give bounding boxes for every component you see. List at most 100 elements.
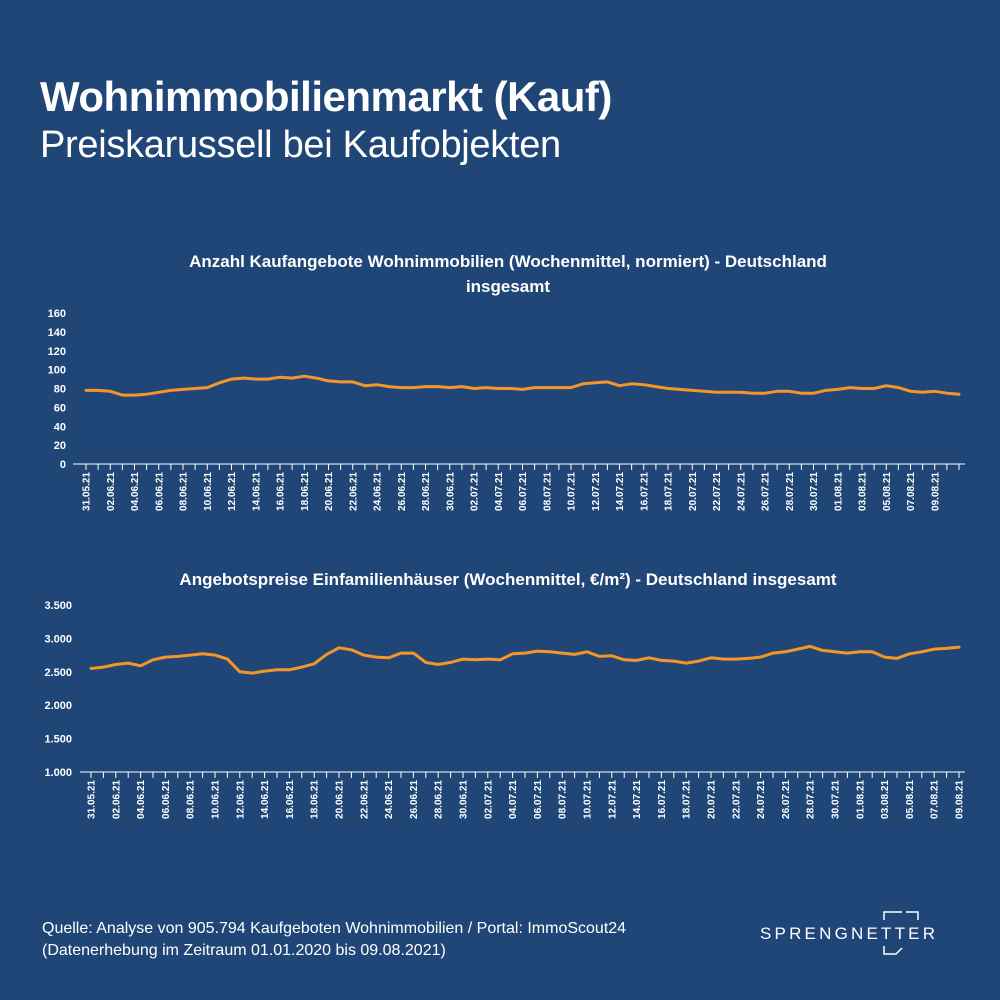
x-tick-label: 26.07.21 <box>761 472 772 511</box>
y-tick-label: 3.500 <box>44 600 72 612</box>
x-tick-label: 24.07.21 <box>736 472 747 511</box>
chart-1-offers: 0 20 40 60 80 100 120 140 160 31.05.21 02.06.21 04.… <box>48 308 965 511</box>
chart-1-title-line2: insgesamt <box>465 277 551 296</box>
x-tick-label: 18.06.21 <box>300 472 311 511</box>
x-tick-label: 20.07.21 <box>707 780 718 819</box>
x-tick-label: 12.06.21 <box>235 780 246 819</box>
x-tick-label: 14.07.21 <box>615 472 626 511</box>
x-tick-label: 10.06.21 <box>211 780 222 819</box>
x-tick-label: 30.07.21 <box>831 780 842 819</box>
x-tick-label: 26.07.21 <box>781 780 792 819</box>
series-line <box>89 644 961 675</box>
x-tick-label: 31.05.21 <box>82 472 93 511</box>
x-tick-label: 26.06.21 <box>397 472 408 511</box>
logo-text: SPRENGNETTER <box>760 924 939 943</box>
x-tick-label: 06.07.21 <box>518 472 529 511</box>
x-tick-label: 18.07.21 <box>682 780 693 819</box>
x-tick-label: 04.06.21 <box>130 472 141 511</box>
y-tick-label: 3.000 <box>44 633 72 645</box>
y-tick-label: 60 <box>54 402 66 414</box>
chart-2-prices: 1.000 1.500 2.000 2.500 3.000 3.500 31.05.21 02… <box>44 600 966 819</box>
chart-1-title-line1: Anzahl Kaufangebote Wohnimmobilien (Woch… <box>189 252 827 271</box>
x-tick-label: 20.06.21 <box>324 472 335 511</box>
x-tick-label: 04.06.21 <box>136 780 147 819</box>
x-tick-label: 24.06.21 <box>373 472 384 511</box>
y-tick-label: 20 <box>54 440 66 452</box>
y-tick-label: 140 <box>48 327 66 339</box>
x-tick-label: 04.07.21 <box>508 780 519 819</box>
x-tick-label: 14.06.21 <box>251 472 262 511</box>
x-tick-label: 02.07.21 <box>470 472 481 511</box>
x-tick-label: 08.06.21 <box>179 472 190 511</box>
y-tick-label: 1.000 <box>44 767 72 779</box>
x-tick-label: 18.07.21 <box>664 472 675 511</box>
x-tick-label: 28.07.21 <box>785 472 796 511</box>
x-tick-label: 28.06.21 <box>421 472 432 511</box>
x-tick-label: 06.07.21 <box>533 780 544 819</box>
x-tick-label: 08.06.21 <box>186 780 197 819</box>
y-tick-label: 0 <box>60 459 66 471</box>
x-tick-label: 22.06.21 <box>348 472 359 511</box>
x-tick-label: 18.06.21 <box>310 780 321 819</box>
y-tick-label: 1.500 <box>44 734 72 746</box>
y-tick-label: 2.500 <box>44 667 72 679</box>
source-line-1: Quelle: Analyse von 905.794 Kaufgeboten … <box>42 920 627 937</box>
x-tick-label: 03.08.21 <box>858 472 869 511</box>
x-tick-label: 10.07.21 <box>583 780 594 819</box>
x-tick-label: 07.08.21 <box>906 472 917 511</box>
x-tick-label: 12.07.21 <box>591 472 602 511</box>
x-tick-label: 04.07.21 <box>494 472 505 511</box>
x-tick-label: 06.06.21 <box>154 472 165 511</box>
chart-2-title: Angebotspreise Einfamilienhäuser (Wochen… <box>179 570 837 589</box>
series-line <box>84 374 961 397</box>
x-tick-label: 22.07.21 <box>712 472 723 511</box>
x-tick-label: 08.07.21 <box>542 472 553 511</box>
y-tick-label: 160 <box>48 308 66 320</box>
page-subtitle: Preiskarussell bei Kaufobjekten <box>40 124 561 166</box>
x-tick-label: 02.06.21 <box>111 780 122 819</box>
x-tick-label: 12.06.21 <box>227 472 238 511</box>
x-tick-label: 31.05.21 <box>87 780 98 819</box>
x-tick-label: 14.07.21 <box>632 780 643 819</box>
x-tick-label: 08.07.21 <box>558 780 569 819</box>
x-tick-label: 07.08.21 <box>930 780 941 819</box>
x-tick-label: 22.06.21 <box>359 780 370 819</box>
y-tick-label: 2.000 <box>44 700 72 712</box>
x-tick-label: 01.08.21 <box>855 780 866 819</box>
x-tick-label: 10.06.21 <box>203 472 214 511</box>
x-tick-label: 24.07.21 <box>756 780 767 819</box>
x-tick-label: 16.06.21 <box>276 472 287 511</box>
x-tick-label: 16.07.21 <box>639 472 650 511</box>
chart-1-title: Anzahl Kaufangebote Wohnimmobilien (Woch… <box>0 249 1000 299</box>
x-tick-label: 05.08.21 <box>905 780 916 819</box>
x-tick-label: 14.06.21 <box>260 780 271 819</box>
x-tick-label: 09.08.21 <box>955 780 966 819</box>
y-tick-label: 120 <box>48 346 66 358</box>
x-tick-label: 09.08.21 <box>930 472 941 511</box>
x-tick-label: 02.07.21 <box>483 780 494 819</box>
y-tick-label: 80 <box>54 384 66 396</box>
x-tick-label: 24.06.21 <box>384 780 395 819</box>
x-tick-label: 12.07.21 <box>607 780 618 819</box>
x-tick-label: 16.07.21 <box>657 780 668 819</box>
sprengnetter-logo: SPRENGNETTER <box>760 908 950 958</box>
x-tick-label: 28.06.21 <box>434 780 445 819</box>
x-tick-label: 02.06.21 <box>106 472 117 511</box>
y-tick-label: 100 <box>48 365 66 377</box>
source-line-2: (Datenerhebung im Zeitraum 01.01.2020 bi… <box>42 942 446 959</box>
x-tick-label: 16.06.21 <box>285 780 296 819</box>
logo-bracket-icon <box>883 911 919 955</box>
y-tick-label: 40 <box>54 421 66 433</box>
x-tick-label: 26.06.21 <box>409 780 420 819</box>
x-tick-label: 01.08.21 <box>833 472 844 511</box>
x-tick-label: 03.08.21 <box>880 780 891 819</box>
source-note: Quelle: Analyse von 905.794 Kaufgeboten … <box>42 918 626 962</box>
x-tick-label: 30.07.21 <box>809 472 820 511</box>
x-tick-label: 05.08.21 <box>882 472 893 511</box>
x-tick-label: 06.06.21 <box>161 780 172 819</box>
x-tick-label: 10.07.21 <box>567 472 578 511</box>
x-tick-label: 20.07.21 <box>688 472 699 511</box>
x-tick-label: 30.06.21 <box>445 472 456 511</box>
x-tick-label: 30.06.21 <box>459 780 470 819</box>
page-title: Wohnimmobilienmarkt (Kauf) <box>40 73 612 120</box>
